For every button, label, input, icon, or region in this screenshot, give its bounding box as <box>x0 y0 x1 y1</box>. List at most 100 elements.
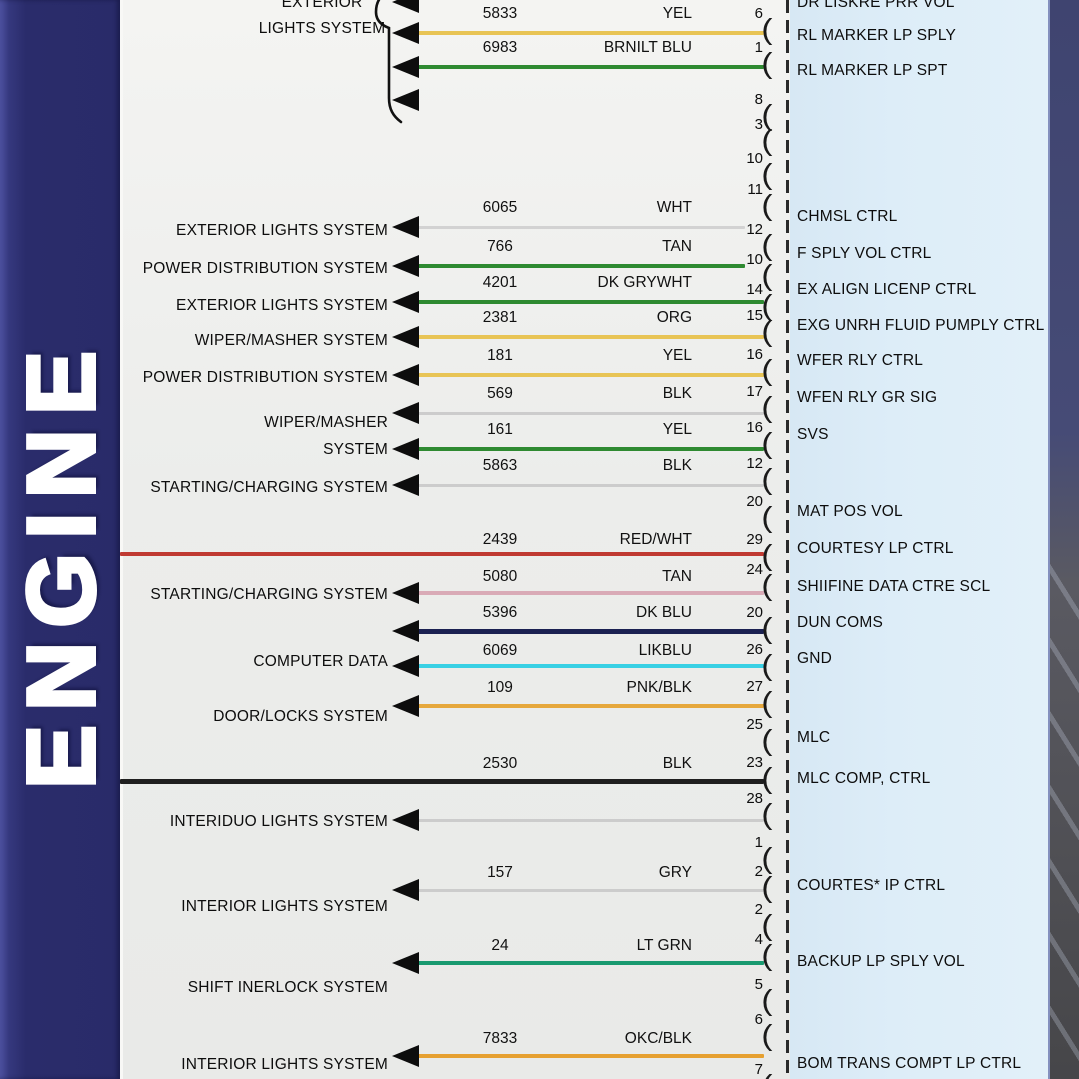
wire-number: 5396 <box>482 604 518 621</box>
signal-label: WFER RLY CTRL <box>797 352 924 369</box>
pin-socket-arc: ( <box>761 985 773 1017</box>
wire-color-code: LIKBLU <box>638 642 692 659</box>
pin-socket-arc: ( <box>761 260 773 292</box>
pin-socket-arc: ( <box>761 316 773 348</box>
wire-line <box>405 264 745 268</box>
wire-line <box>405 65 764 69</box>
wire-color-code: GRY <box>658 864 692 881</box>
wire-arrow-icon <box>392 402 419 424</box>
pin-number: 14 <box>746 281 763 298</box>
pin-number: 2 <box>754 863 763 880</box>
pin-socket-arc: ( <box>761 14 773 46</box>
pin-number: 23 <box>746 754 763 771</box>
wire-number: 7833 <box>482 1030 518 1047</box>
pin-socket-arc: ( <box>761 428 773 460</box>
pin-number: 15 <box>746 307 763 324</box>
wire-arrow-icon <box>392 438 419 460</box>
wire-line <box>405 704 764 708</box>
signal-label: SVS <box>797 426 829 443</box>
wire-color-code: TAN <box>662 238 692 255</box>
signal-label: MAT POS VOL <box>797 503 903 520</box>
wire-color-code: WHT <box>656 199 692 216</box>
wire-arrow-icon <box>392 56 419 78</box>
pin-socket-arc: ( <box>761 159 773 191</box>
wire-color-code: OKC/BLK <box>624 1030 692 1047</box>
wire-arrow-icon <box>392 879 419 901</box>
wire-color-code: RED/WHT <box>619 531 692 548</box>
wire-number: 5080 <box>482 568 518 585</box>
pin-socket-arc: ( <box>761 190 773 222</box>
wire-color-code: YEL <box>662 5 692 22</box>
wire-number: 6069 <box>482 642 518 659</box>
pin-number: 10 <box>746 150 763 167</box>
system-label: INTERIOR LIGHTS SYSTEM <box>181 1056 388 1073</box>
pin-socket-arc: ( <box>761 100 773 132</box>
wire-line <box>405 628 764 634</box>
wire-number: 161 <box>487 421 513 438</box>
wire-color-code: BLK <box>662 385 692 402</box>
right-edge-strip <box>1048 0 1079 1079</box>
pin-number: 3 <box>754 116 763 133</box>
pin-socket-arc: ( <box>761 1020 773 1052</box>
pin-number: 2 <box>754 901 763 918</box>
wire-line <box>405 411 764 415</box>
pin-number: 10 <box>746 251 763 268</box>
signal-label: RL MARKER LP SPLY <box>797 27 957 44</box>
system-label: DOOR/LOCKS SYSTEM <box>213 708 388 725</box>
wire-line <box>405 447 764 451</box>
wire-color-code: YEL <box>662 347 692 364</box>
wire-color-code: LT GRN <box>636 937 692 954</box>
wire-number: 2439 <box>482 531 518 548</box>
signal-label: CHMSL CTRL <box>797 208 898 225</box>
wire-number: 6983 <box>482 39 518 56</box>
system-label: INTERIOR LIGHTS SYSTEM <box>181 898 388 915</box>
wire-line <box>405 483 764 487</box>
wire-line <box>405 1054 764 1058</box>
system-label: STARTING/CHARGING SYSTEM <box>150 479 388 496</box>
system-label: POWER DISTRIBUTION SYSTEM <box>142 260 388 277</box>
pin-socket-arc: ( <box>761 910 773 942</box>
wire-arrow-icon <box>392 291 419 313</box>
pin-socket-arc: ( <box>761 230 773 262</box>
wire-line <box>120 778 764 784</box>
pin-number: 4 <box>754 931 763 948</box>
wire-number: 5833 <box>482 5 518 22</box>
wire-arrow-icon <box>392 809 419 831</box>
pin-socket-arc: ( <box>761 725 773 757</box>
system-label: EXTERIOR LIGHTS SYSTEM <box>176 222 388 239</box>
signal-label: SHIIFINE DATA CTRE SCL <box>797 578 991 595</box>
pin-number: 5 <box>754 976 763 993</box>
wire-line <box>120 552 764 556</box>
wire-arrow-icon <box>392 952 419 974</box>
pin-number: 20 <box>746 493 763 510</box>
wire-arrow-icon <box>392 655 419 677</box>
signal-label: COURTESY LP CTRL <box>797 540 954 557</box>
wire-color-code: DK GRYWHT <box>597 274 692 291</box>
wire-color-code: ORG <box>656 309 692 326</box>
pin-socket-arc: ( <box>761 613 773 645</box>
pin-socket-arc: ( <box>761 540 773 572</box>
pin-socket-arc: ( <box>761 464 773 496</box>
wire-line <box>405 373 764 377</box>
wire-arrow-icon <box>392 1045 419 1067</box>
wire-arrow-icon <box>392 255 419 277</box>
wire-number: 2381 <box>482 309 518 326</box>
wire-color-code: TAN <box>662 568 692 585</box>
wire-arrow-icon <box>392 474 419 496</box>
wire-color-code: BLK <box>662 457 692 474</box>
pin-number: 16 <box>746 419 763 436</box>
signal-label: WFEN RLY GR SIG <box>797 389 938 406</box>
system-label: EXTERIOR LIGHTS SYSTEM <box>176 297 388 314</box>
wire-line <box>405 300 764 304</box>
band-divider <box>120 0 123 1079</box>
signal-label: DUN COMS <box>797 614 883 631</box>
pin-number: 20 <box>746 604 763 621</box>
wire-line <box>405 225 745 229</box>
signal-label: EX ALIGN LICENP CTRL <box>797 281 977 298</box>
pin-socket-arc: ( <box>761 570 773 602</box>
signal-label: COURTES* IP CTRL <box>797 877 946 894</box>
wire-arrow-icon <box>392 582 419 604</box>
wire-number: 2530 <box>482 755 518 772</box>
signal-label: EXG UNRH FLUID PUMPLY CTRL <box>797 317 1045 334</box>
pin-socket-arc: ( <box>761 843 773 875</box>
